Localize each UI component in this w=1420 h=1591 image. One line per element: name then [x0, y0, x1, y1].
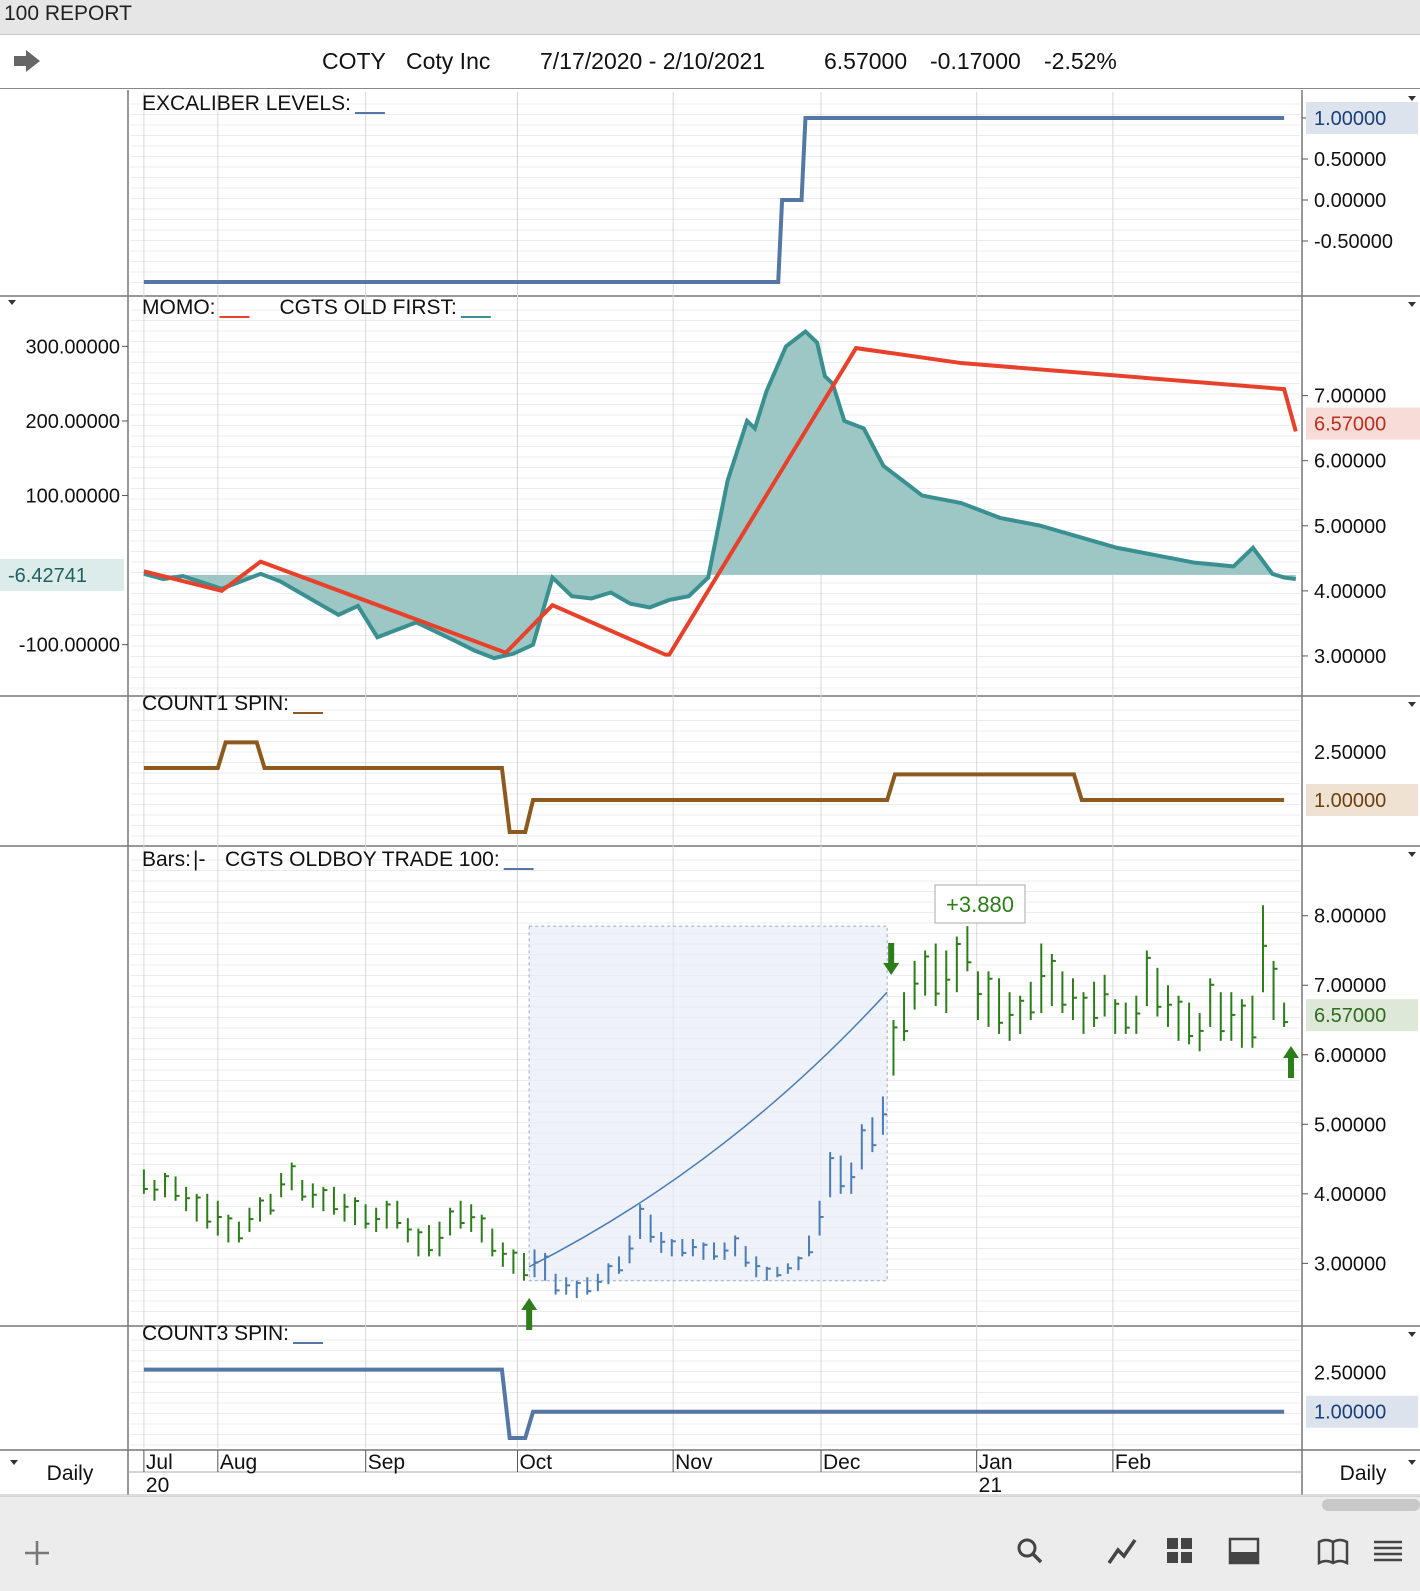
- legend-momo: MOMO:: [142, 296, 216, 319]
- count1-line: [143, 740, 1285, 834]
- current-count3: 1.00000: [1314, 1402, 1386, 1424]
- current-excaliber-bg: [1306, 102, 1418, 134]
- cgts-oldboy-line: [528, 991, 888, 1268]
- current-price-right: 6.57000: [1314, 414, 1386, 436]
- ytick-price: 4.00000: [1314, 1184, 1386, 1206]
- ytick-right-price: 3.00000: [1314, 646, 1386, 668]
- pane-menu-icon: [1408, 852, 1416, 857]
- current-count1: 1.00000: [1314, 790, 1386, 812]
- trade-label-bg: [934, 884, 1026, 924]
- ytick-left-momo: 300.00000: [25, 336, 120, 358]
- window-titlebar: 100 REPORT: [0, 0, 1420, 35]
- xtick-month: Feb: [1115, 1451, 1151, 1474]
- period-left: Daily: [47, 1462, 94, 1485]
- ytick-price: 8.00000: [1314, 906, 1386, 928]
- current-price-bars-bg: [1306, 999, 1418, 1032]
- price-change: -0.17000: [930, 48, 1021, 74]
- ytick-excaliber: 0.50000: [1314, 149, 1386, 171]
- sell-arrow-icon: [883, 943, 900, 975]
- period-menu-icon: [10, 1460, 18, 1465]
- ytick-excaliber: 0.00000: [1314, 190, 1386, 212]
- price-change-pct: -2.52%: [1044, 48, 1117, 74]
- line-chart-icon[interactable]: [1106, 1536, 1138, 1566]
- add-icon[interactable]: [22, 1538, 52, 1568]
- ytick-count3: 2.50000: [1314, 1362, 1386, 1384]
- ytick-price: 5.00000: [1314, 1114, 1386, 1136]
- cgts-old-first-line: [143, 328, 1297, 661]
- legend-count1: COUNT1 SPIN:: [142, 692, 289, 715]
- xtick-month: Oct: [519, 1451, 552, 1474]
- ytick-price: 7.00000: [1314, 975, 1386, 997]
- ytick-left-momo: 200.00000: [25, 411, 120, 433]
- grid-icon[interactable]: [1165, 1536, 1195, 1566]
- cgts-old-first-area: [143, 331, 1296, 659]
- xtick-month: Dec: [823, 1451, 860, 1474]
- current-price-bars: 6.57000: [1314, 1005, 1386, 1027]
- pane-menu-icon: [1408, 1332, 1416, 1337]
- count3-line: [143, 1367, 1285, 1440]
- menu-icon[interactable]: [1372, 1536, 1404, 1566]
- current-momo-left-bg: [0, 558, 124, 591]
- current-count1-bg: [1306, 784, 1418, 816]
- ytick-count1: 2.50000: [1314, 742, 1386, 764]
- legend-bars: Bars:: [142, 848, 191, 871]
- ytick-price: 3.00000: [1314, 1253, 1386, 1275]
- window-title: 100 REPORT: [4, 2, 132, 25]
- symbol: COTY: [322, 48, 386, 74]
- xtick-month: Nov: [675, 1451, 713, 1474]
- legend-excaliber: EXCALIBER LEVELS:: [142, 92, 351, 115]
- period-right: Daily: [1340, 1462, 1387, 1485]
- xtick-month: Jul: [146, 1451, 173, 1474]
- xtick-year: 20: [146, 1474, 169, 1496]
- ytick-price: 6.00000: [1314, 1045, 1386, 1067]
- date-range: 7/17/2020 - 2/10/2021: [540, 48, 766, 74]
- legend-cgts-old-first: CGTS OLD FIRST:: [280, 296, 457, 319]
- ytick-left-momo: 100.00000: [25, 486, 120, 508]
- pane-menu-icon: [1408, 702, 1416, 707]
- ytick-right-price: 4.00000: [1314, 581, 1386, 603]
- search-icon[interactable]: [1015, 1536, 1045, 1566]
- momo-line: [143, 345, 1298, 657]
- forward-arrow-icon[interactable]: [12, 48, 42, 74]
- panel-icon[interactable]: [1228, 1536, 1260, 1566]
- legend-cgts-oldboy: CGTS OLDBOY TRADE 100:: [225, 848, 500, 871]
- xtick-year: 21: [979, 1474, 1002, 1496]
- xtick-month: Aug: [220, 1451, 257, 1474]
- horizontal-scrollbar[interactable]: [1322, 1499, 1420, 1511]
- ytick-right-price: 6.00000: [1314, 451, 1386, 473]
- excaliber-line: [143, 116, 1285, 284]
- current-excaliber: 1.00000: [1314, 108, 1386, 130]
- chart-area[interactable]: EXCALIBER LEVELS: 0.50000 0.00000 -0.50000 1…: [0, 0, 1420, 1496]
- pane-menu-icon: [1408, 302, 1416, 307]
- bottom-toolbar: [0, 1496, 1420, 1591]
- book-icon[interactable]: [1316, 1536, 1350, 1566]
- last-price: 6.57000: [824, 48, 908, 74]
- ytick-excaliber: -0.50000: [1314, 231, 1393, 253]
- company-name: Coty Inc: [406, 48, 491, 74]
- xtick-month: Jan: [979, 1451, 1013, 1474]
- current-count3-bg: [1306, 1395, 1418, 1428]
- period-menu-icon: [1408, 1460, 1416, 1465]
- pane-menu-icon: [8, 300, 16, 305]
- ytick-right-price: 7.00000: [1314, 386, 1386, 408]
- xtick-month: Sep: [368, 1451, 405, 1474]
- legend-bars-glyph: |-: [193, 848, 205, 871]
- trade-label: +3.880: [946, 892, 1014, 917]
- legend-count3: COUNT3 SPIN:: [142, 1322, 289, 1345]
- symbol-header: COTY Coty Inc 7/17/2020 - 2/10/2021 6.57…: [0, 36, 1420, 89]
- ytick-left-momo: -100.00000: [19, 635, 120, 657]
- buy-arrow-icon: [521, 1298, 538, 1330]
- ytick-right-price: 5.00000: [1314, 516, 1386, 538]
- buy-arrow-icon: [1283, 1046, 1299, 1078]
- trade-box: [528, 925, 888, 1282]
- pane-menu-icon: [1408, 96, 1416, 101]
- current-momo-left: -6.42741: [8, 565, 87, 587]
- current-price-right-bg: [1306, 407, 1420, 440]
